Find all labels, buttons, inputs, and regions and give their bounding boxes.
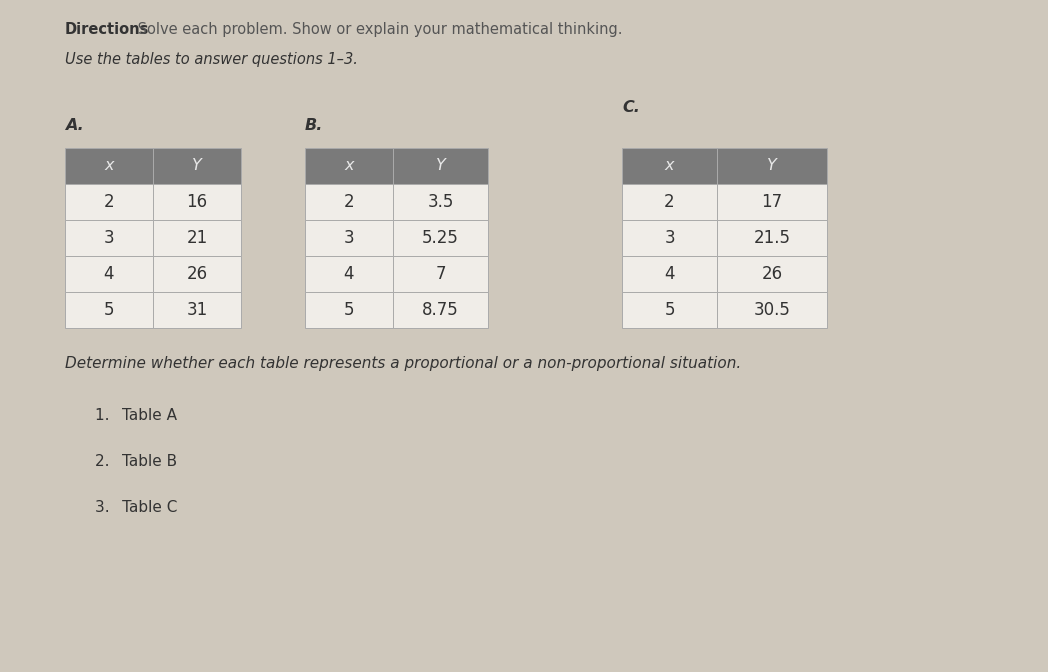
Text: 5: 5 bbox=[104, 301, 114, 319]
Text: Y: Y bbox=[192, 159, 202, 173]
Text: 5.25: 5.25 bbox=[422, 229, 459, 247]
Text: 4: 4 bbox=[664, 265, 675, 283]
Bar bbox=[65, 256, 153, 292]
Bar bbox=[623, 256, 717, 292]
Text: 21.5: 21.5 bbox=[754, 229, 790, 247]
Text: 31: 31 bbox=[187, 301, 208, 319]
Text: x: x bbox=[104, 159, 114, 173]
Bar bbox=[623, 220, 717, 256]
Text: Use the tables to answer questions 1–3.: Use the tables to answer questions 1–3. bbox=[65, 52, 357, 67]
Bar bbox=[623, 184, 717, 220]
Text: Solve each problem. Show or explain your mathematical thinking.: Solve each problem. Show or explain your… bbox=[133, 22, 623, 37]
Bar bbox=[153, 256, 241, 292]
Bar bbox=[623, 292, 717, 328]
Text: 3.5: 3.5 bbox=[428, 193, 454, 211]
Text: 2.  Table B: 2. Table B bbox=[95, 454, 177, 469]
Text: 17: 17 bbox=[762, 193, 783, 211]
Text: 3: 3 bbox=[664, 229, 675, 247]
Text: Y: Y bbox=[436, 159, 445, 173]
Bar bbox=[305, 292, 393, 328]
Text: 1.  Table A: 1. Table A bbox=[95, 408, 177, 423]
Text: 21: 21 bbox=[187, 229, 208, 247]
Text: A.: A. bbox=[65, 118, 84, 133]
Bar bbox=[717, 220, 827, 256]
Bar bbox=[305, 256, 393, 292]
Text: 2: 2 bbox=[104, 193, 114, 211]
Text: Determine whether each table represents a proportional or a non-proportional sit: Determine whether each table represents … bbox=[65, 356, 741, 371]
Bar bbox=[393, 148, 488, 184]
Text: 5: 5 bbox=[344, 301, 354, 319]
Text: 2: 2 bbox=[344, 193, 354, 211]
Text: 8.75: 8.75 bbox=[422, 301, 459, 319]
Bar bbox=[393, 292, 488, 328]
Bar bbox=[717, 292, 827, 328]
Text: 16: 16 bbox=[187, 193, 208, 211]
Bar bbox=[623, 148, 717, 184]
Text: 2: 2 bbox=[664, 193, 675, 211]
Bar bbox=[65, 292, 153, 328]
Text: 30.5: 30.5 bbox=[754, 301, 790, 319]
Text: C.: C. bbox=[623, 100, 640, 115]
Bar bbox=[393, 184, 488, 220]
Text: 5: 5 bbox=[664, 301, 675, 319]
Bar bbox=[393, 220, 488, 256]
Text: 4: 4 bbox=[104, 265, 114, 283]
Bar bbox=[717, 184, 827, 220]
Text: 3: 3 bbox=[344, 229, 354, 247]
Bar bbox=[65, 184, 153, 220]
Bar bbox=[153, 220, 241, 256]
Text: x: x bbox=[664, 159, 674, 173]
Text: Y: Y bbox=[767, 159, 777, 173]
Bar bbox=[305, 220, 393, 256]
Bar bbox=[305, 148, 393, 184]
Bar bbox=[65, 148, 153, 184]
Bar bbox=[717, 148, 827, 184]
Text: 7: 7 bbox=[435, 265, 445, 283]
Text: Directions: Directions bbox=[65, 22, 150, 37]
Bar bbox=[153, 292, 241, 328]
Bar bbox=[65, 220, 153, 256]
Bar bbox=[305, 184, 393, 220]
Bar bbox=[393, 256, 488, 292]
Bar bbox=[153, 184, 241, 220]
Text: x: x bbox=[344, 159, 354, 173]
Text: 4: 4 bbox=[344, 265, 354, 283]
Text: 3: 3 bbox=[104, 229, 114, 247]
Text: 3.  Table C: 3. Table C bbox=[95, 500, 177, 515]
Text: 26: 26 bbox=[187, 265, 208, 283]
Bar bbox=[717, 256, 827, 292]
Text: B.: B. bbox=[305, 118, 324, 133]
Bar bbox=[153, 148, 241, 184]
Text: 26: 26 bbox=[762, 265, 783, 283]
